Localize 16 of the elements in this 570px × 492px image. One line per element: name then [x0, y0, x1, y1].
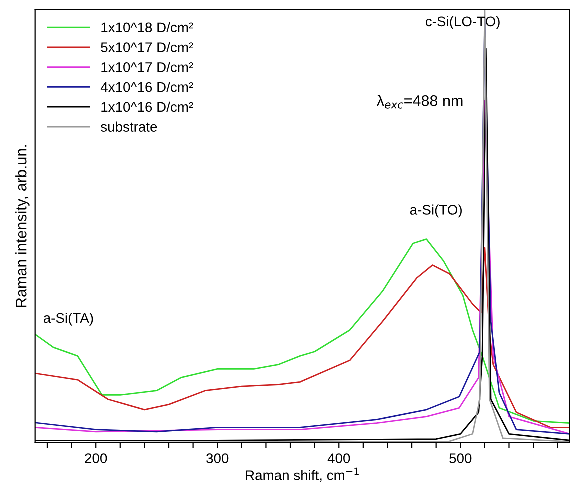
annotation: a-Si(TA): [44, 312, 94, 326]
x-axis-title: Raman shift, cm$^{−1}$: [246, 468, 359, 482]
x-tick-label: 400: [328, 454, 350, 464]
legend-label: substrate: [101, 122, 158, 132]
x-tick-label: 200: [85, 454, 108, 464]
legend-label: 1x10^18 D/cm²: [102, 22, 194, 33]
x-tick-label: 500: [450, 454, 472, 464]
legend-label: 4x10^16 D/cm²: [100, 82, 194, 92]
annotation: a-Si(TO): [410, 204, 462, 218]
y-axis-title: Raman intensity, arb.un.: [16, 145, 30, 308]
annotation: c-Si(LO-TO): [426, 16, 500, 30]
legend-label: 1x10^17 D/cm²: [102, 62, 194, 72]
annotation: λ$_{exc}$=488 nm: [376, 95, 463, 109]
legend-label: 5x10^17 D/cm²: [101, 42, 194, 52]
legend-label: 1x10^16 D/cm²: [102, 102, 194, 112]
x-tick-label: 300: [206, 454, 229, 464]
